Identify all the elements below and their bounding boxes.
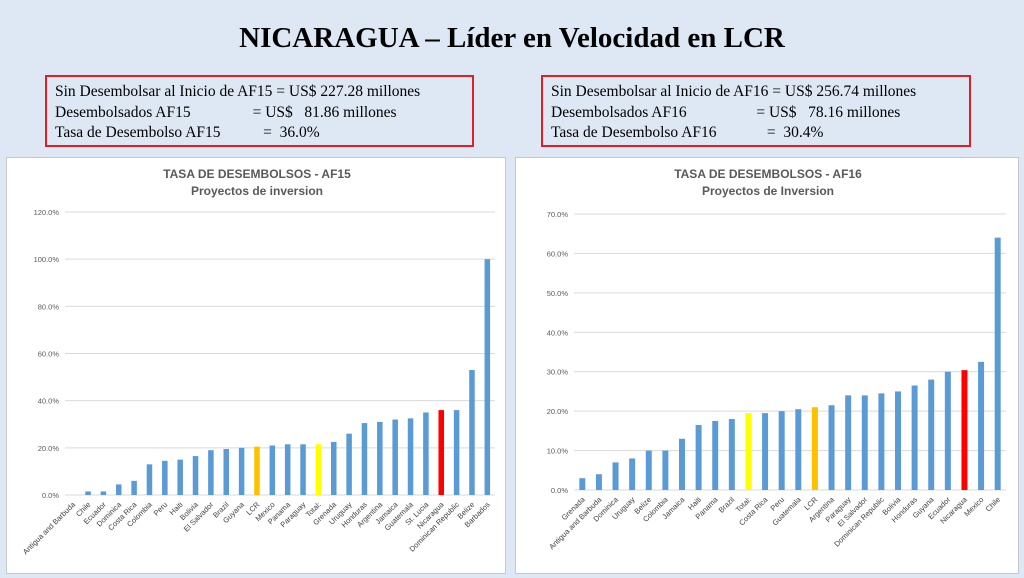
bar — [762, 413, 769, 490]
bar — [361, 423, 368, 495]
y-tick-label: 50.0% — [547, 289, 569, 298]
bar — [878, 393, 885, 490]
y-tick-label: 100.0% — [34, 255, 60, 264]
bar — [911, 385, 918, 490]
bar — [315, 444, 322, 495]
chart-subtitle: Proyectos de inversion — [191, 184, 323, 198]
bar — [662, 450, 669, 490]
af15-undisbursed-line: Sin Desembolsar al Inicio de AF15 = US$ … — [55, 83, 421, 100]
bar — [330, 441, 337, 495]
bar — [629, 458, 636, 490]
bar — [795, 409, 802, 490]
bar — [944, 371, 951, 490]
bar — [745, 413, 752, 490]
bar — [423, 412, 429, 495]
bar — [238, 447, 245, 495]
bar — [438, 410, 445, 495]
bar — [994, 237, 1001, 490]
bar — [223, 449, 230, 495]
x-tick-label: Chile — [984, 495, 1002, 513]
bar — [778, 411, 785, 490]
bar — [828, 405, 835, 490]
af15-disbursed-line: Desembolsados AF15 = US$ 81.86 millones — [55, 103, 397, 121]
bar — [146, 464, 153, 495]
bar — [346, 433, 352, 495]
y-tick-label: 20.0% — [38, 444, 60, 453]
bar — [115, 484, 122, 495]
bar — [269, 445, 276, 495]
bar — [728, 419, 735, 490]
bar — [679, 438, 685, 490]
bar — [208, 450, 214, 495]
bar — [845, 395, 852, 490]
bar — [861, 395, 868, 490]
bar — [811, 407, 818, 490]
x-tick-label: Antigua and Barbuda — [21, 499, 78, 556]
y-tick-label: 120.0% — [34, 208, 60, 217]
x-tick-label: Brazil — [717, 495, 737, 515]
bar — [895, 391, 901, 490]
bar — [407, 418, 414, 495]
bar — [484, 259, 491, 495]
bar — [392, 419, 398, 495]
bar — [928, 379, 935, 490]
chart-panel-af16: TASA DE DESEMBOLSOS - AF16 Proyectos de … — [515, 157, 1019, 574]
y-tick-label: 70.0% — [547, 210, 569, 219]
y-tick-label: 0.0% — [551, 486, 568, 495]
af16-undisbursed-line: Sin Desembolsar al Inicio de AF16 = US$ … — [551, 83, 917, 100]
bar — [453, 410, 460, 495]
af16-rate-line: Tasa de Desembolso AF16 = 30.4% — [551, 124, 824, 141]
y-tick-label: 40.0% — [38, 397, 60, 406]
y-tick-label: 80.0% — [38, 302, 60, 311]
bar — [162, 460, 168, 495]
y-tick-label: 60.0% — [38, 350, 60, 359]
y-tick-label: 60.0% — [547, 249, 569, 258]
af16-summary-box: Sin Desembolsar al Inicio de AF16 = US$ … — [541, 75, 971, 147]
bar — [131, 480, 137, 495]
bar — [579, 478, 586, 490]
bar — [595, 474, 602, 490]
bar — [978, 361, 985, 490]
chart-title: TASA DE DESEMBOLSOS - AF16 — [674, 167, 862, 181]
chart-title: TASA DE DESEMBOLSOS - AF15 — [163, 167, 351, 181]
y-tick-label: 20.0% — [547, 407, 569, 416]
bar — [192, 456, 199, 495]
bar — [100, 491, 107, 495]
bar — [961, 370, 968, 490]
y-tick-label: 30.0% — [547, 368, 569, 377]
chart-af16: TASA DE DESEMBOLSOS - AF16 Proyectos de … — [547, 167, 1006, 551]
af15-rate-line: Tasa de Desembolso AF15 = 36.0% — [55, 124, 320, 141]
bar — [284, 444, 291, 495]
x-tick-label: Peru — [152, 500, 170, 518]
slide-title: NICARAGUA – Líder en Velocidad en LCR — [239, 22, 785, 54]
bar — [712, 421, 719, 490]
af15-summary-box: Sin Desembolsar al Inicio de AF15 = US$ … — [45, 75, 474, 147]
y-tick-label: 0.0% — [42, 491, 59, 500]
bar — [377, 421, 383, 495]
bar — [254, 446, 260, 495]
bar — [612, 462, 619, 490]
chart-af15: TASA DE DESEMBOLSOS - AF15 Proyectos de … — [21, 167, 495, 556]
y-tick-label: 10.0% — [547, 447, 569, 456]
bar — [469, 370, 475, 495]
bar — [695, 424, 702, 490]
bar — [85, 491, 91, 495]
af16-disbursed-line: Desembolsados AF16 = US$ 78.16 millones — [551, 103, 901, 121]
bar — [645, 450, 652, 490]
bar — [177, 459, 183, 495]
chart-subtitle: Proyectos de Inversion — [702, 184, 834, 198]
bar — [300, 444, 306, 495]
y-tick-label: 40.0% — [547, 328, 569, 337]
chart-panel-af15: TASA DE DESEMBOLSOS - AF15 Proyectos de … — [6, 157, 506, 574]
